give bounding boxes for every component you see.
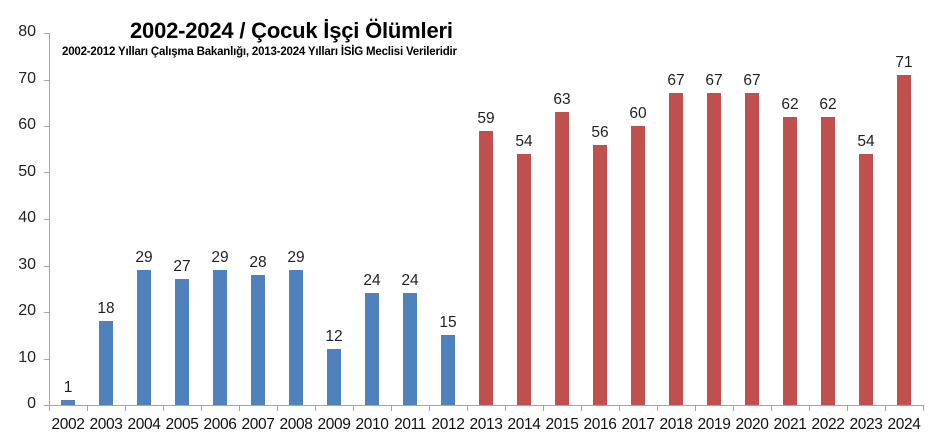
- x-tick-label: 2024: [887, 416, 921, 433]
- bar-2002: [61, 400, 75, 405]
- bar-2024: [897, 74, 911, 405]
- y-tick-label: 0: [27, 395, 36, 412]
- bar-2020: [745, 93, 759, 405]
- data-label-2024: 71: [895, 53, 913, 71]
- bar-2016: [593, 144, 607, 405]
- x-tick-label: 2019: [697, 416, 731, 433]
- data-label-2016: 56: [591, 123, 609, 141]
- x-tick-label: 2021: [773, 416, 807, 433]
- data-label-2015: 63: [553, 91, 571, 109]
- bar-2019: [707, 93, 721, 405]
- x-tick-label: 2005: [165, 416, 199, 433]
- data-label-2011: 24: [401, 272, 419, 290]
- chart-subtitle: 2002-2012 Yılları Çalışma Bakanlığı, 201…: [62, 46, 457, 58]
- bar-2003: [99, 321, 113, 405]
- data-label-2008: 29: [287, 249, 305, 267]
- x-tick-label: 2023: [849, 416, 883, 433]
- data-label-2013: 59: [477, 109, 495, 127]
- data-label-2021: 62: [781, 95, 799, 113]
- data-label-2004: 29: [135, 249, 153, 267]
- x-tick-label: 2012: [431, 416, 465, 433]
- x-tick-label: 2003: [89, 416, 123, 433]
- bar-2008: [289, 270, 303, 405]
- data-label-2007: 28: [249, 253, 267, 271]
- data-label-2023: 54: [857, 132, 875, 150]
- bar-2006: [213, 270, 227, 405]
- x-tick-label: 2007: [241, 416, 275, 433]
- x-tick-label: 2010: [355, 416, 389, 433]
- data-label-2002: 1: [63, 379, 73, 397]
- data-label-2022: 62: [819, 95, 837, 113]
- bar-2017: [631, 126, 645, 405]
- x-tick-label: 2008: [279, 416, 313, 433]
- x-tick-label: 2016: [583, 416, 617, 433]
- y-tick-label: 80: [18, 23, 36, 40]
- chart-title: 2002-2024 / Çocuk İşçi Ölümleri: [130, 18, 453, 43]
- y-tick-label: 20: [18, 302, 36, 319]
- bar-2007: [251, 274, 265, 405]
- x-tick-label: 2015: [545, 416, 579, 433]
- x-tick-label: 2017: [621, 416, 655, 433]
- data-label-2003: 18: [97, 300, 115, 318]
- bar-2018: [669, 93, 683, 405]
- x-tick-label: 2020: [735, 416, 769, 433]
- data-label-2019: 67: [705, 72, 723, 90]
- data-label-2020: 67: [743, 72, 761, 90]
- y-tick-label: 70: [18, 69, 36, 87]
- bar-2005: [175, 279, 189, 405]
- data-label-2017: 60: [629, 105, 647, 122]
- y-tick-label: 60: [18, 116, 36, 133]
- x-tick-label: 2004: [127, 416, 161, 433]
- bar-2023: [859, 153, 873, 405]
- x-tick-label: 2013: [469, 416, 503, 433]
- x-tick-label: 2009: [317, 416, 351, 433]
- bar-2010: [365, 293, 379, 405]
- x-tick-label: 2002: [51, 416, 85, 433]
- x-tick-label: 2018: [659, 416, 693, 433]
- x-tick-label: 2011: [394, 416, 426, 433]
- x-tick-label: 2022: [811, 416, 845, 433]
- data-label-2010: 24: [363, 272, 381, 290]
- y-tick-label: 30: [18, 255, 36, 273]
- x-tick-label: 2014: [507, 416, 541, 433]
- bar-2011: [403, 293, 417, 405]
- data-label-2012: 15: [439, 314, 457, 332]
- y-tick-label: 10: [18, 348, 36, 366]
- x-tick-label: 2006: [203, 416, 237, 433]
- bar-2015: [555, 112, 569, 405]
- y-tick-label: 40: [18, 209, 36, 226]
- y-tick-label: 50: [18, 162, 36, 180]
- bar-2022: [821, 116, 835, 405]
- data-label-2006: 29: [211, 249, 229, 267]
- bar-2013: [479, 130, 493, 405]
- data-label-2018: 67: [667, 72, 685, 90]
- bar-2021: [783, 116, 797, 405]
- bar-2004: [137, 270, 151, 405]
- bar-2009: [327, 349, 341, 405]
- bar-2012: [441, 335, 455, 405]
- data-label-2014: 54: [515, 132, 533, 150]
- data-label-2005: 27: [173, 258, 191, 276]
- data-label-2009: 12: [325, 328, 343, 346]
- bar-2014: [517, 153, 531, 405]
